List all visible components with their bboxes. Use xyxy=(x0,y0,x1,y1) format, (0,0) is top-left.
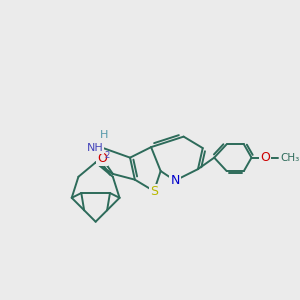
Text: CH₃: CH₃ xyxy=(280,153,299,163)
Text: S: S xyxy=(150,184,158,198)
Text: O: O xyxy=(98,152,107,165)
Text: 2: 2 xyxy=(104,151,110,160)
Text: O: O xyxy=(260,151,270,164)
Text: H: H xyxy=(100,130,108,140)
Text: NH: NH xyxy=(86,143,103,153)
Text: N: N xyxy=(170,174,180,187)
